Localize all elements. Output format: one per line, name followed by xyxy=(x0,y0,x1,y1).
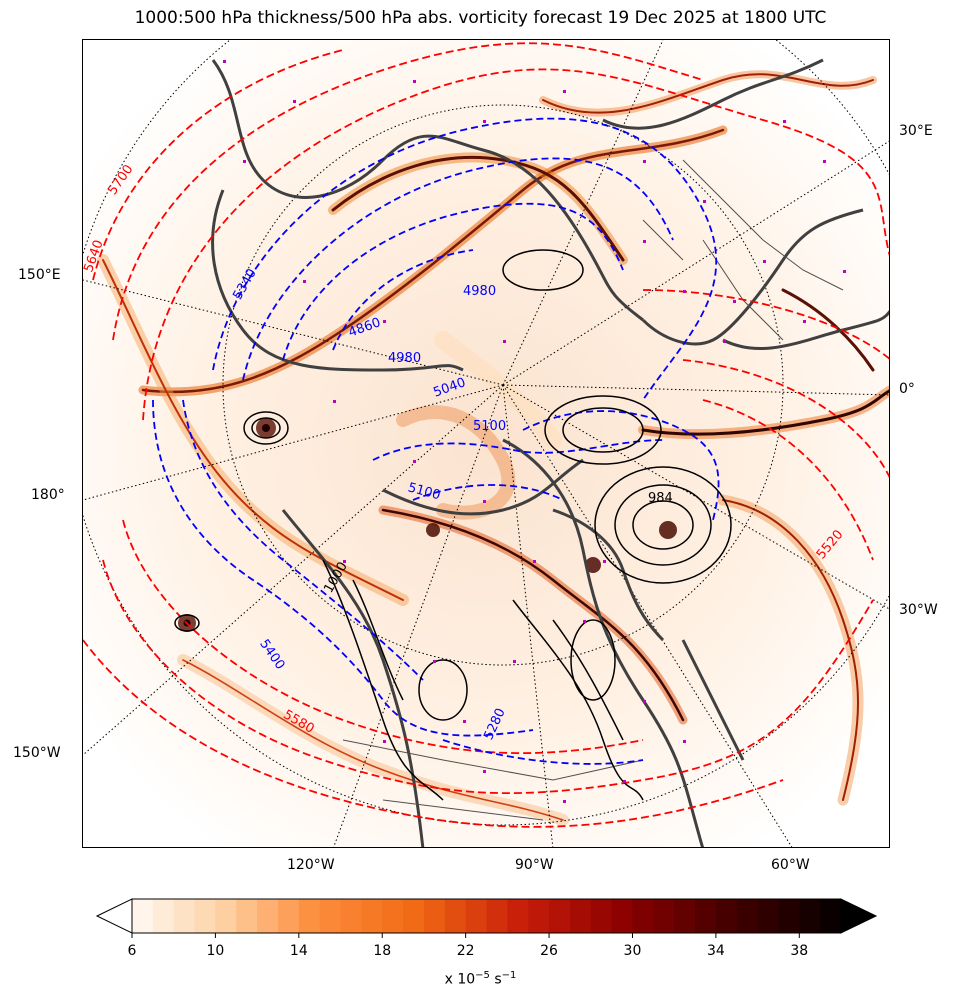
colorbar-cell xyxy=(736,899,759,933)
colorbar-tick-label: 38 xyxy=(790,943,808,959)
colorbar-tick-label: 34 xyxy=(707,943,725,959)
lon-label: 120°W xyxy=(287,857,335,873)
colorbar-cell xyxy=(590,899,613,933)
colorbar-unit-label: x 10−5 s−1 xyxy=(0,970,961,988)
colorbar-cell xyxy=(653,899,675,933)
colorbar-ticks: 6 10 14 18 22 26 30 34 38 xyxy=(128,933,808,959)
lon-label: 30°E xyxy=(899,123,933,139)
lon-label: 90°W xyxy=(515,857,554,873)
vorticity-field xyxy=(97,70,889,826)
colorbar-cell xyxy=(215,899,237,933)
thickness-label-blue: 4980 xyxy=(388,351,421,366)
thickness-label-blue: 4980 xyxy=(463,284,496,299)
colorbar-cell xyxy=(569,899,592,933)
map-panel[interactable]: 5700 5640 5520 5580 5340 4860 4980 5040 … xyxy=(82,39,890,848)
colorbar-cell xyxy=(319,899,342,933)
colorbar-tick-label: 14 xyxy=(290,943,308,959)
vorticity-background xyxy=(83,40,889,847)
pressure-contours xyxy=(174,249,732,801)
colorbar-tick-label: 30 xyxy=(624,943,642,959)
lon-label: 180° xyxy=(31,487,65,503)
colorbar-cell xyxy=(340,899,362,933)
lon-label: 0° xyxy=(899,381,915,397)
colorbar-cell xyxy=(298,899,321,933)
colorbar-cell xyxy=(632,899,654,933)
lon-label: 150°E xyxy=(18,267,61,283)
colorbar-cell xyxy=(361,899,383,933)
colorbar-cells xyxy=(132,899,842,933)
colorbar-cell xyxy=(486,899,508,933)
pressure-label: 984 xyxy=(648,491,673,506)
colorbar-cell xyxy=(611,899,633,933)
colorbar-cell xyxy=(695,899,717,933)
colorbar-cell xyxy=(152,899,175,933)
lon-label: 30°W xyxy=(899,602,938,618)
colorbar-outline xyxy=(131,898,842,934)
colorbar-tick-label: 22 xyxy=(457,943,475,959)
colorbar-cell xyxy=(528,899,550,933)
coastlines xyxy=(211,58,889,847)
colorbar-cell xyxy=(132,899,154,933)
colorbar-cell xyxy=(423,899,446,933)
colorbar-cell xyxy=(382,899,404,933)
colorbar-cell xyxy=(236,899,258,933)
chart-title: 1000:500 hPa thickness/500 hPa abs. vort… xyxy=(134,8,827,28)
colorbar-cell xyxy=(257,899,279,933)
colorbar-cell xyxy=(778,899,800,933)
colorbar-cell xyxy=(403,899,425,933)
unit-exponent2: −1 xyxy=(501,970,517,981)
colorbar-cell xyxy=(444,899,467,933)
colorbar-cell xyxy=(465,899,487,933)
colorbar-cell xyxy=(277,899,300,933)
colorbar-cell xyxy=(549,899,571,933)
colorbar-cell xyxy=(757,899,779,933)
station-markers xyxy=(223,60,846,803)
colorbar-cell xyxy=(820,899,842,933)
lon-label: 150°W xyxy=(13,745,61,761)
thickness-contours-warm xyxy=(83,42,889,828)
colorbar-cell xyxy=(173,899,196,933)
colorbar-cell xyxy=(507,899,529,933)
map-canvas: 5700 5640 5520 5580 5340 4860 4980 5040 … xyxy=(83,40,889,847)
colorbar-cell xyxy=(799,899,821,933)
colorbar-extend-min xyxy=(95,898,133,934)
unit-prefix: x 10 xyxy=(444,971,476,988)
thickness-contours-cold xyxy=(152,117,720,765)
colorbar-cell xyxy=(194,899,216,933)
colorbar-tick-label: 10 xyxy=(206,943,224,959)
colorbar-cell xyxy=(674,899,696,933)
colorbar-extend-max xyxy=(840,898,878,934)
colorbar-tick-label: 18 xyxy=(373,943,391,959)
thickness-label-blue: 5100 xyxy=(473,419,506,434)
colorbar-cell xyxy=(715,899,738,933)
unit-suffix: s xyxy=(489,971,502,988)
colorbar-tick-label: 26 xyxy=(540,943,558,959)
unit-exponent: −5 xyxy=(475,970,490,981)
lon-label: 60°W xyxy=(771,857,810,873)
colorbar-tick-label: 6 xyxy=(128,943,137,959)
